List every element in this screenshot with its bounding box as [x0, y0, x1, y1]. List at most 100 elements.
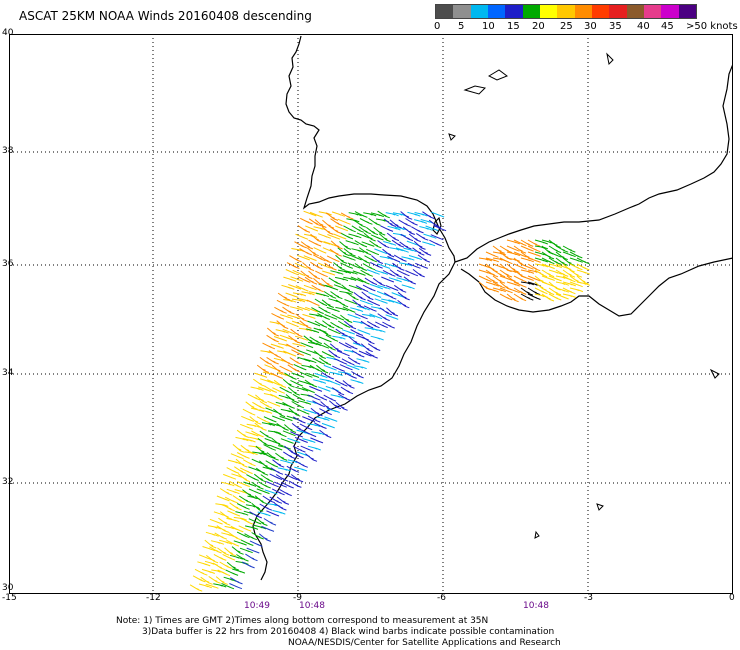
wind-barb [365, 350, 378, 359]
wind-barb [513, 287, 527, 295]
wind-barb [216, 495, 230, 502]
wind-barb [279, 386, 293, 394]
wind-barb [303, 430, 317, 438]
wind-barb [222, 504, 235, 512]
wind-barb [354, 262, 367, 271]
wind-barb [350, 379, 364, 384]
wind-speed-legend [435, 4, 697, 19]
wind-barb [393, 254, 407, 262]
wind-barb [329, 371, 343, 376]
wind-barb [382, 321, 395, 329]
wind-barb [569, 281, 583, 288]
legend-swatch [626, 5, 644, 18]
wind-barb [425, 225, 439, 232]
wind-barb [576, 275, 589, 285]
wind-barb [352, 270, 366, 276]
lat-label: 40 [2, 28, 14, 38]
wind-barb [311, 307, 324, 315]
wind-barb [283, 451, 296, 460]
wind-barb [272, 387, 285, 394]
wind-barb [317, 386, 331, 392]
wind-barb [367, 320, 380, 329]
legend-swatch [522, 5, 540, 18]
wind-barb [245, 401, 258, 410]
wind-barb [229, 583, 243, 590]
wind-barb [396, 269, 410, 277]
wind-barb [418, 247, 432, 256]
wind-barb [430, 234, 444, 241]
wind-barb [311, 431, 325, 436]
wind-barb [236, 554, 249, 562]
wind-barb [342, 255, 356, 261]
wind-barb [314, 372, 328, 379]
wind-barb [310, 261, 323, 270]
wind-barb [249, 540, 263, 547]
wind-barb [411, 226, 424, 234]
wind-barb [341, 358, 355, 366]
wind-barb [370, 335, 384, 341]
wind-barb [260, 378, 274, 384]
wind-barb [272, 459, 285, 468]
wind-barb [527, 293, 541, 300]
wind-barb [353, 219, 367, 228]
wind-barb [405, 218, 418, 226]
wind-barb [331, 211, 345, 217]
wind-barb [356, 232, 370, 239]
wind-barb [292, 416, 306, 424]
wind-barb [398, 219, 412, 227]
wind-barb [259, 409, 273, 414]
wind-barb [236, 503, 250, 510]
wind-barb [506, 245, 520, 252]
wind-barb [201, 568, 215, 574]
wind-barb [189, 584, 203, 592]
wind-barb [280, 357, 294, 366]
wind-barb [253, 378, 266, 387]
wind-barb [281, 481, 294, 489]
wind-barb [527, 263, 541, 272]
wind-barb [366, 269, 380, 275]
wind-barb [370, 261, 383, 269]
wind-barb [354, 313, 368, 320]
wind-barb [340, 386, 354, 395]
wind-barb [310, 437, 324, 444]
wind-barb [344, 342, 358, 350]
wind-barb [264, 489, 278, 495]
wind-barb [413, 240, 426, 250]
wind-barb [387, 225, 401, 231]
legend-swatch [436, 5, 454, 18]
wind-barb [358, 350, 372, 357]
wind-barb [305, 306, 319, 313]
wind-barb [422, 241, 436, 247]
lon-label: -9 [293, 593, 302, 603]
wind-barb [294, 436, 308, 443]
wind-barb [527, 251, 541, 257]
wind-barb [360, 343, 373, 353]
legend-swatch [574, 5, 592, 18]
wind-barb [258, 386, 272, 392]
wind-barb [290, 276, 304, 282]
wind-barb [307, 394, 321, 401]
wind-barb [360, 269, 373, 277]
wind-barb [288, 407, 301, 417]
wind-barb [215, 576, 228, 585]
wind-barb [335, 299, 349, 308]
wind-barb [346, 292, 359, 301]
wind-barb [242, 459, 256, 467]
wind-barb [224, 547, 237, 557]
wind-barb [562, 275, 576, 283]
wind-barb [285, 394, 298, 403]
wind-barb [541, 257, 555, 265]
wind-barb [492, 287, 506, 293]
wind-barb [399, 241, 412, 250]
wind-barb [251, 532, 264, 540]
wind-barb [555, 257, 568, 266]
wind-barb [229, 502, 242, 511]
wind-barb [252, 401, 265, 410]
wind-barb [246, 474, 259, 481]
wind-barb [569, 269, 583, 278]
wind-barb [492, 269, 506, 278]
wind-barb [513, 251, 527, 258]
legend-label: 20 [532, 21, 545, 32]
wind-barb [513, 245, 527, 254]
wind-barb [223, 473, 237, 480]
